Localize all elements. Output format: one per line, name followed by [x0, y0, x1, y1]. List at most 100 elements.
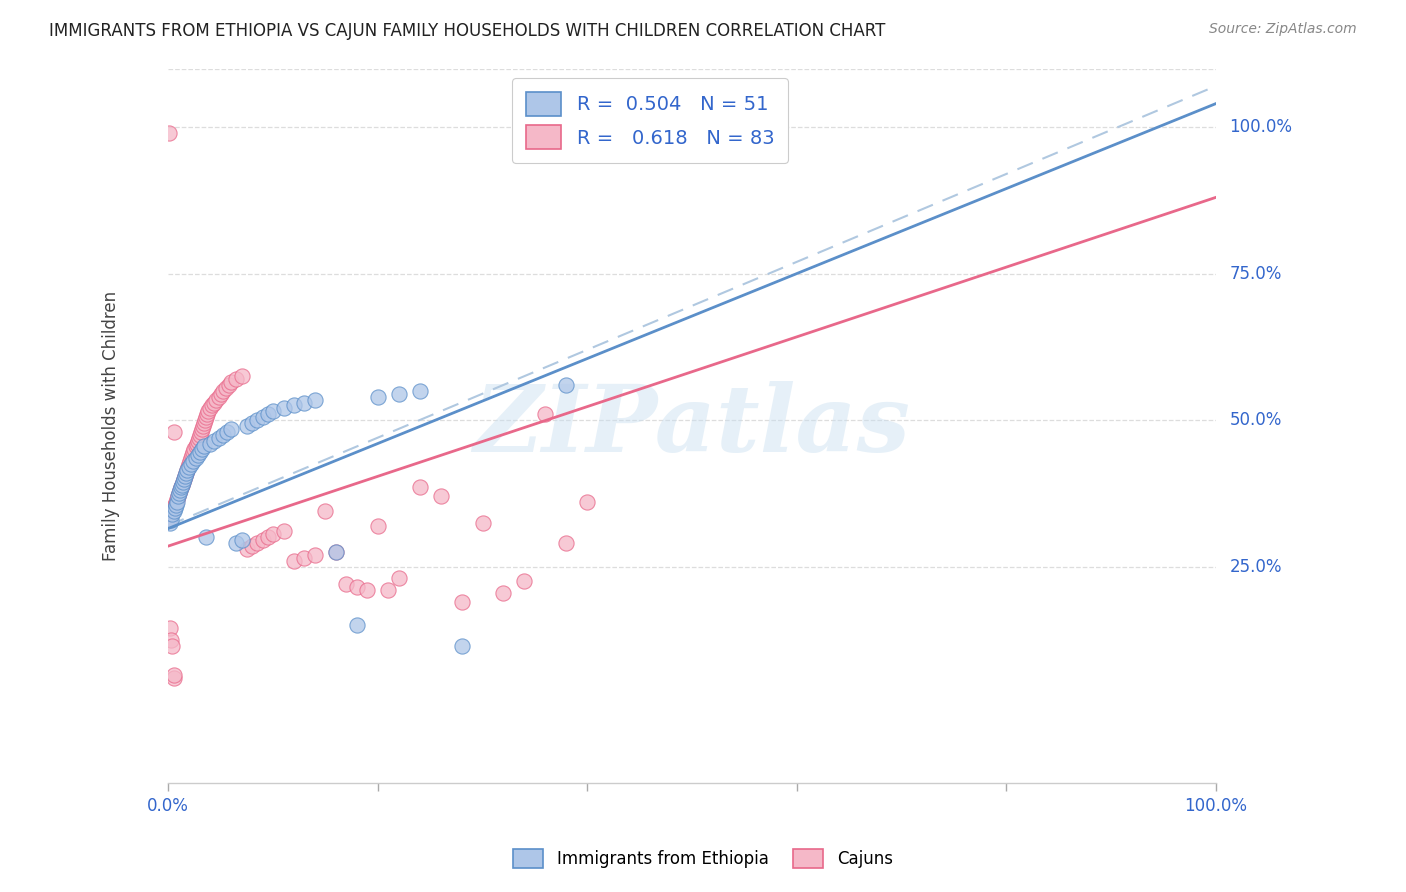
Point: [450, 639, 472, 653]
Point: [167, 486, 190, 500]
Point: [211, 427, 233, 442]
Point: [294, 395, 316, 409]
Point: [534, 407, 557, 421]
Legend: Immigrants from Ethiopia, Cajuns: Immigrants from Ethiopia, Cajuns: [506, 843, 900, 875]
Point: [157, 513, 180, 527]
Point: [191, 419, 214, 434]
Point: [180, 451, 202, 466]
Point: [159, 621, 181, 635]
Point: [174, 468, 197, 483]
Point: [252, 410, 274, 425]
Point: [346, 618, 368, 632]
Point: [183, 454, 205, 468]
Point: [356, 582, 378, 597]
Point: [294, 550, 316, 565]
Point: [219, 375, 242, 389]
Point: [187, 448, 209, 462]
Point: [555, 536, 578, 550]
Point: [273, 524, 295, 539]
Point: [191, 442, 214, 457]
Point: [256, 530, 278, 544]
Point: [207, 390, 229, 404]
Point: [174, 466, 197, 480]
Point: [173, 472, 195, 486]
Point: [184, 451, 207, 466]
Point: [211, 384, 233, 398]
Point: [252, 533, 274, 548]
Point: [172, 475, 194, 489]
Point: [187, 431, 209, 445]
Point: [325, 545, 347, 559]
Point: [176, 463, 198, 477]
Point: [576, 495, 599, 509]
Point: [201, 399, 224, 413]
Text: 50.0%: 50.0%: [1230, 411, 1282, 429]
Point: [188, 445, 211, 459]
Point: [240, 416, 263, 430]
Point: [218, 378, 240, 392]
Point: [367, 518, 389, 533]
Point: [262, 527, 284, 541]
Point: [195, 407, 218, 421]
Point: [179, 457, 201, 471]
Point: [166, 489, 188, 503]
Point: [193, 416, 215, 430]
Point: [160, 504, 183, 518]
Point: [205, 392, 228, 407]
Point: [492, 586, 515, 600]
Point: [209, 386, 232, 401]
Point: [159, 507, 181, 521]
Text: 25.0%: 25.0%: [1230, 558, 1282, 575]
Text: 75.0%: 75.0%: [1230, 265, 1282, 283]
Point: [388, 571, 411, 585]
Point: [174, 468, 197, 483]
Point: [555, 378, 578, 392]
Point: [183, 445, 205, 459]
Point: [219, 422, 242, 436]
Point: [262, 404, 284, 418]
Point: [246, 413, 269, 427]
Point: [169, 483, 191, 498]
Point: [283, 554, 305, 568]
Point: [408, 384, 430, 398]
Point: [179, 459, 201, 474]
Point: [246, 536, 269, 550]
Point: [187, 434, 209, 448]
Point: [202, 395, 225, 409]
Point: [231, 369, 253, 384]
Point: [179, 454, 201, 468]
Point: [304, 548, 326, 562]
Point: [193, 440, 215, 454]
Point: [186, 436, 208, 450]
Point: [167, 486, 190, 500]
Point: [314, 504, 336, 518]
Point: [173, 472, 195, 486]
Point: [162, 425, 184, 439]
Point: [172, 475, 194, 489]
Point: [283, 399, 305, 413]
Point: [160, 513, 183, 527]
Point: [166, 495, 188, 509]
Point: [346, 580, 368, 594]
Point: [165, 495, 187, 509]
Point: [215, 381, 238, 395]
Point: [195, 410, 218, 425]
Point: [177, 459, 200, 474]
Point: [176, 463, 198, 477]
Text: Source: ZipAtlas.com: Source: ZipAtlas.com: [1209, 22, 1357, 37]
Point: [183, 442, 205, 457]
Point: [170, 477, 193, 491]
Point: [197, 404, 219, 418]
Point: [513, 574, 536, 589]
Point: [236, 419, 259, 434]
Point: [225, 536, 247, 550]
Point: [159, 516, 181, 530]
Point: [225, 372, 247, 386]
Text: ZIPatlas: ZIPatlas: [474, 381, 911, 471]
Point: [184, 440, 207, 454]
Legend: R =  0.504   N = 51, R =   0.618   N = 83: R = 0.504 N = 51, R = 0.618 N = 83: [512, 78, 787, 162]
Point: [388, 386, 411, 401]
Point: [240, 539, 263, 553]
Point: [195, 530, 218, 544]
Point: [169, 483, 191, 498]
